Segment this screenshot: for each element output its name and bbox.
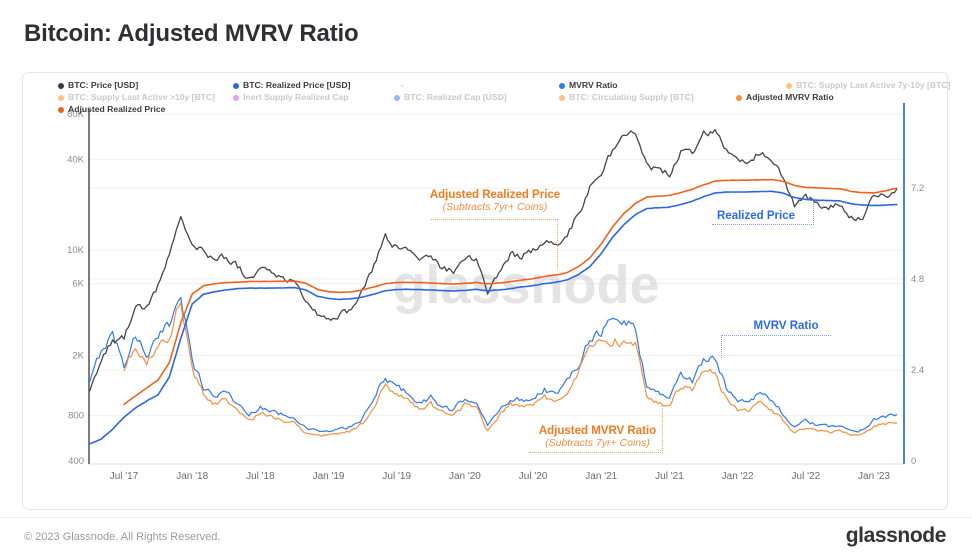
legend-dot-icon bbox=[58, 82, 64, 89]
chart-card: glassnode 80K 40K 10K 6K 2K 800 400 7.2 4.8 2.4 0 Ju… bbox=[22, 72, 950, 511]
legend-item-label: BTC: Realized Price [USD] bbox=[243, 80, 351, 90]
legend-item-label: Adjusted Realized Price bbox=[68, 104, 166, 114]
legend-dot-icon bbox=[559, 82, 565, 89]
legend-item-mvrv-ratio[interactable]: MVRV Ratio bbox=[559, 80, 618, 91]
gridlines bbox=[89, 113, 904, 465]
legend-item-adjusted-realized-price[interactable]: Adjusted Realized Price bbox=[58, 104, 165, 115]
legend-item-btc-circulating-supply-btc[interactable]: BTC: Circulating Supply [BTC] bbox=[559, 92, 694, 103]
legend-dot-icon bbox=[233, 94, 239, 101]
svg-text:40K: 40K bbox=[67, 154, 85, 165]
legend-item-label: - bbox=[401, 80, 404, 90]
svg-text:Jul '21: Jul '21 bbox=[655, 471, 684, 482]
axis-labels: 80K 40K 10K 6K 2K 800 400 7.2 4.8 2.4 0 Jul '17 Jan … bbox=[67, 109, 924, 482]
svg-text:7.2: 7.2 bbox=[911, 183, 924, 194]
svg-text:400: 400 bbox=[68, 456, 84, 467]
svg-text:10K: 10K bbox=[67, 245, 85, 256]
chart-svg[interactable]: glassnode 80K 40K 10K 6K 2K 800 400 7.2 4.8 2.4 0 Ju… bbox=[23, 73, 949, 511]
svg-text:Jul '18: Jul '18 bbox=[246, 471, 275, 482]
footer-divider bbox=[0, 517, 972, 518]
svg-text:2.4: 2.4 bbox=[911, 365, 924, 376]
svg-text:Jul '17: Jul '17 bbox=[110, 471, 139, 482]
copyright-text: © 2023 Glassnode. All Rights Reserved. bbox=[24, 531, 221, 543]
svg-text:Jul '20: Jul '20 bbox=[519, 471, 548, 482]
svg-text:6K: 6K bbox=[72, 279, 84, 290]
legend-item-label: BTC: Realized Cap [USD] bbox=[404, 92, 507, 102]
legend-item-label: BTC: Supply Last Active >10y [BTC] bbox=[68, 92, 215, 102]
legend-dot-icon bbox=[786, 82, 792, 89]
legend-dot-icon bbox=[559, 94, 565, 101]
svg-text:Jan '19: Jan '19 bbox=[313, 471, 345, 482]
svg-text:800: 800 bbox=[68, 411, 84, 422]
glassnode-logo: glassnode bbox=[845, 524, 947, 547]
svg-text:4.8: 4.8 bbox=[911, 274, 924, 285]
legend-dot-icon bbox=[58, 106, 64, 113]
svg-text:0: 0 bbox=[911, 456, 916, 467]
series-btc-price-usd bbox=[89, 128, 898, 392]
legend-item-btc-supply-last-active-7y-10y-btc[interactable]: BTC: Supply Last Active 7y-10y [BTC] bbox=[786, 80, 950, 91]
legend-dot-icon bbox=[233, 82, 239, 89]
svg-text:2K: 2K bbox=[72, 351, 84, 362]
svg-text:Jan '22: Jan '22 bbox=[722, 471, 754, 482]
legend-item-label: Adjusted MVRV Ratio bbox=[746, 92, 834, 102]
legend-item-btc-realized-cap-usd[interactable]: BTC: Realized Cap [USD] bbox=[394, 92, 507, 103]
svg-text:Jul '19: Jul '19 bbox=[382, 471, 411, 482]
legend-item-label: BTC: Price [USD] bbox=[68, 80, 139, 90]
legend-dot-icon bbox=[736, 94, 742, 101]
svg-text:Jan '18: Jan '18 bbox=[176, 471, 208, 482]
legend-item-btc-price-usd[interactable]: BTC: Price [USD] bbox=[58, 80, 138, 91]
legend-dot-icon bbox=[58, 94, 64, 101]
page-title: Bitcoin: Adjusted MVRV Ratio bbox=[24, 20, 359, 47]
series-adjusted-mvrv-ratio bbox=[123, 302, 898, 437]
svg-text:Jul '22: Jul '22 bbox=[792, 471, 821, 482]
legend-item-label: BTC: Circulating Supply [BTC] bbox=[569, 92, 694, 102]
legend-item-label: BTC: Supply Last Active 7y-10y [BTC] bbox=[796, 80, 951, 90]
legend-item-adjusted-mvrv-ratio[interactable]: Adjusted MVRV Ratio bbox=[736, 92, 834, 103]
series-adjusted-realized-price bbox=[123, 178, 898, 406]
svg-text:80K: 80K bbox=[67, 109, 85, 120]
legend-item-label: MVRV Ratio bbox=[569, 80, 618, 90]
legend-item-inert-supply-realized-cap[interactable]: Inert Supply Realized Cap bbox=[233, 92, 349, 103]
svg-text:Jan '21: Jan '21 bbox=[585, 471, 617, 482]
legend-item-label: Inert Supply Realized Cap bbox=[243, 92, 349, 102]
legend-item-[interactable]: - bbox=[401, 80, 404, 91]
legend-dot-icon bbox=[394, 94, 400, 101]
legend-item-btc-realized-price-usd[interactable]: BTC: Realized Price [USD] bbox=[233, 80, 350, 91]
svg-text:Jan '20: Jan '20 bbox=[449, 471, 481, 482]
legend-item-btc-supply-last-active-10y-btc[interactable]: BTC: Supply Last Active >10y [BTC] bbox=[58, 92, 215, 103]
svg-text:Jan '23: Jan '23 bbox=[858, 471, 890, 482]
watermark: glassnode bbox=[392, 255, 659, 315]
chart-series bbox=[89, 128, 898, 445]
series-mvrv-ratio bbox=[89, 296, 898, 433]
series-btc-realized-price-usd bbox=[89, 190, 898, 445]
